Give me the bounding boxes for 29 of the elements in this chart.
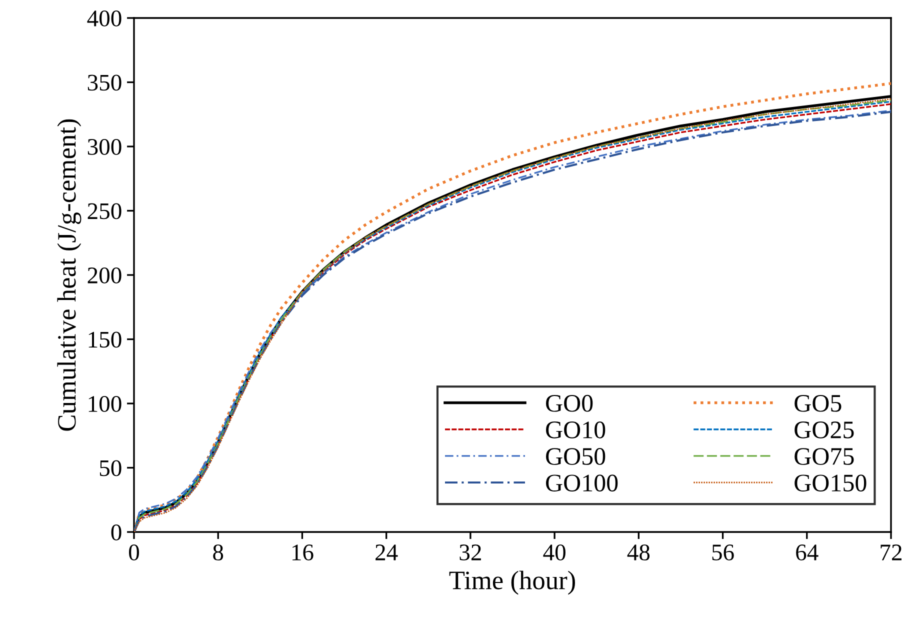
y-tick-label: 350 xyxy=(88,74,122,91)
y-tick-label: 400 xyxy=(87,10,122,26)
legend-label: GO75 xyxy=(794,448,854,465)
x-tick-label: 64 xyxy=(796,544,818,560)
y-tick-label: 300 xyxy=(88,138,122,155)
x-tick-label: 72 xyxy=(880,544,902,560)
legend-label: GO5 xyxy=(794,394,842,412)
x-tick-label: 48 xyxy=(627,544,650,560)
x-tick-label: 32 xyxy=(460,544,481,560)
x-tick-label: 0 xyxy=(128,544,140,560)
legend-label: GO25 xyxy=(794,422,854,438)
x-tick-label: 8 xyxy=(213,544,224,560)
y-tick-label: 100 xyxy=(88,396,122,412)
legend-label: GO100 xyxy=(546,474,618,492)
x-tick-label: 56 xyxy=(712,544,734,560)
legend-label: GO0 xyxy=(546,394,593,412)
y-tick-label: 250 xyxy=(88,203,122,220)
x-axis-title: Time (hour) xyxy=(449,570,575,595)
y-tick-label: 0 xyxy=(111,524,122,540)
x-tick-label: 16 xyxy=(292,544,314,560)
y-tick-label: 200 xyxy=(88,267,122,284)
x-tick-label: 24 xyxy=(376,544,398,560)
legend-label: GO10 xyxy=(546,421,606,438)
x-tick-label: 40 xyxy=(543,544,566,560)
y-tick-label: 150 xyxy=(88,332,122,348)
legend-label: GO150 xyxy=(794,474,866,492)
y-axis-title: Cumulative heat (J/g-cement) xyxy=(57,119,82,431)
y-tick-label: 50 xyxy=(100,460,122,476)
legend-label: GO50 xyxy=(546,448,606,465)
